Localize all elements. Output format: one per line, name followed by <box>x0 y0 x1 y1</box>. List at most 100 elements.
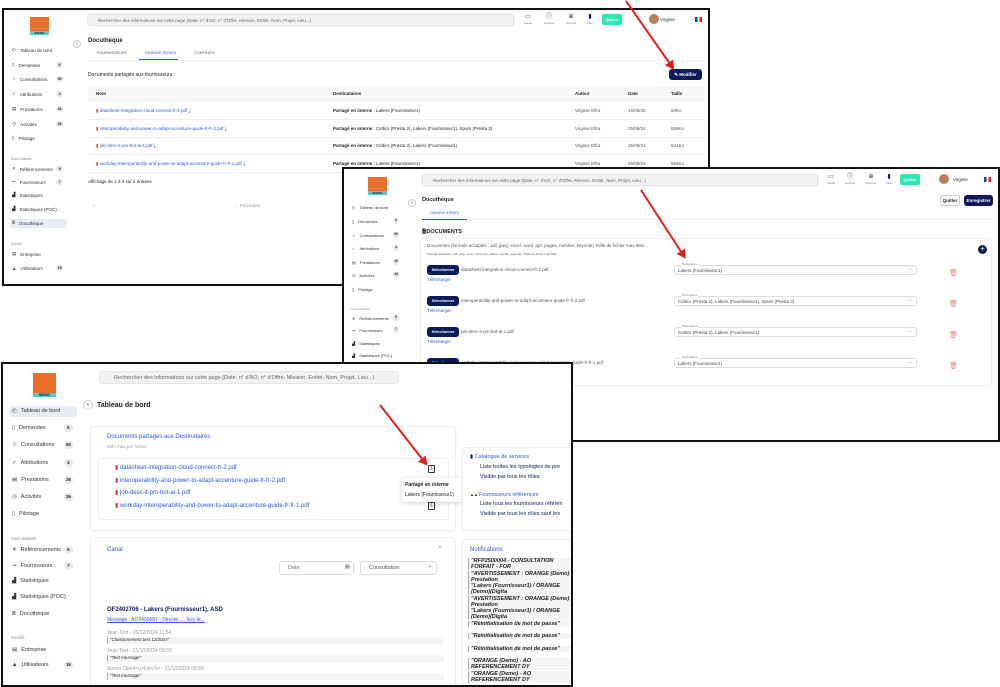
search-input[interactable]: Rechercher des informations sur cette pa… <box>99 371 399 384</box>
delete-icon[interactable]: 🗑 <box>949 301 958 308</box>
sidebar-item-pilotage[interactable]: ▯ Pilotage <box>9 509 77 520</box>
support-button[interactable]: ⊕ Support <box>865 174 877 185</box>
partners-select[interactable]: Celtics (Presta 2), Lakers (Fournisseur1… <box>674 327 917 337</box>
collapse-icon[interactable]: ‹ <box>83 400 93 410</box>
partners-select[interactable]: Lakers (Fournisseur1) ⌄ <box>674 358 917 368</box>
notification-item[interactable]: "ORANGE (Demo) - AO REFERENCEMENT DY <box>468 670 571 683</box>
file-link[interactable]: ▮ workday-interoperability-and-power-to-… <box>115 502 309 509</box>
notification-item[interactable]: "RFP2500004 - CONSULTATION FORFAIT - FOR <box>468 558 571 570</box>
add-document-button[interactable]: + <box>978 245 987 254</box>
bot-button[interactable]: ▮ Piter <box>584 14 596 25</box>
thread-message-link[interactable]: Message : AO2400687 - Directe .... Issy … <box>107 617 205 623</box>
sidebar-item-demandes[interactable]: ▯ Demandes <box>349 217 404 225</box>
column-header[interactable]: Taille <box>671 91 683 96</box>
collapse-icon[interactable]: ‹ <box>408 199 416 207</box>
logo[interactable]: IDEMO <box>33 373 56 397</box>
support-button[interactable]: ⊕ Support <box>565 14 577 25</box>
sidebar-item-attributions[interactable]: ✓ Attributions <box>9 90 67 99</box>
download-icon[interactable]: ⇩ <box>428 465 435 473</box>
sidebar-item-consultations[interactable]: ☆ Consultations <box>9 75 67 84</box>
file-link[interactable]: ▮ interoperability-and-power-to-adapt-ac… <box>96 126 227 132</box>
sidebar-item-statistiques-poc-[interactable]: ▟ Statistiques (POC) <box>9 592 77 603</box>
sidebar-item-activités[interactable]: ◷ Activités <box>349 271 404 279</box>
download-icon[interactable]: ⤓ <box>152 143 156 148</box>
tab-fournisseurs[interactable]: FOURNISSEURS <box>97 51 128 55</box>
notification-item[interactable]: "Réinitialisation de mot de passe" <box>468 633 571 639</box>
save-button[interactable]: Enregistrer <box>964 195 993 206</box>
collapse-canal-icon[interactable]: ⌃ <box>437 546 443 553</box>
info-button[interactable]: ⓘ Lexique <box>844 174 856 185</box>
sidebar-item-tableau-de-bord[interactable]: ◴ Tableau de bord <box>9 46 67 55</box>
sidebar-item-prestations[interactable]: ▤ Prestations <box>9 105 67 114</box>
partners-select[interactable]: Celtics (Presta 2), Lakers (Fournisseur1… <box>674 296 917 306</box>
quit-button[interactable]: Quitter <box>602 14 622 25</box>
suppliers-link[interactable]: ▲▲ Fournisseurs référencés <box>470 492 539 498</box>
notification-item[interactable]: "ORANGE (Demo) - AO REFERENCEMENT DY <box>468 658 571 670</box>
sidebar-item-pilotage[interactable]: ▯ Pilotage <box>9 134 67 143</box>
avatar[interactable] <box>939 174 949 184</box>
sidebar-item-statistiques[interactable]: ▟ Statistiques <box>9 576 77 587</box>
sidebar-item-utilisateurs[interactable]: ▲Utilisateurs <box>9 264 67 273</box>
sidebar-item-consultations[interactable]: ☆ Consultations <box>9 440 77 451</box>
quit-button[interactable]: Quitter <box>940 195 960 206</box>
partners-select[interactable]: Lakers (Fournisseur1) ⌄ <box>674 265 917 275</box>
sidebar-item-demandes[interactable]: ▯ Demandes <box>9 61 67 70</box>
download-icon[interactable]: ⇩ <box>428 502 435 510</box>
sidebar-item-tableau-de-bord[interactable]: ◴ Tableau de bord <box>349 203 404 211</box>
notification-item[interactable]: "AVERTISSEMENT : ORANGE (Demo) - Prestat… <box>468 595 571 608</box>
sidebar-item-pilotage[interactable]: ▯ Pilotage <box>349 285 404 293</box>
sidebar-item-activités[interactable]: ◷ Activités <box>9 120 67 129</box>
sidebar-item-fournisseurs[interactable]: ⇀ Fournisseurs <box>349 326 404 334</box>
sidebar-item-attributions[interactable]: ✓ Attributions <box>349 244 404 252</box>
column-header[interactable]: Destinataires <box>333 91 362 96</box>
bot-button[interactable]: ▮ Piter <box>883 174 895 185</box>
collapse-icon[interactable]: ‹ <box>73 40 81 48</box>
quit-button[interactable]: Quitter <box>900 174 920 185</box>
consultation-select[interactable]: Consultation ⌄ <box>360 561 437 575</box>
file-link[interactable]: ▮ datasheet-integration-cloud-connect-fr… <box>96 108 191 114</box>
download-link[interactable]: Télécharger <box>427 277 452 282</box>
sidebar-item-fournisseurs[interactable]: ⇀ Fournisseurs <box>9 561 77 572</box>
download-icon[interactable]: ⤓ <box>241 161 246 166</box>
sidebar-item-statistiques[interactable]: ▟ Statistiques <box>349 339 404 347</box>
logo[interactable]: IDEMO <box>30 17 49 35</box>
select-file-button[interactable]: Sélectionner <box>427 296 459 306</box>
notification-item[interactable]: "Lakers (Fournisseur1) / ORANGE (Demo)(D… <box>468 608 571 620</box>
sidebar-item-prestations[interactable]: ▤ Prestations <box>9 475 77 486</box>
tab-orange-demo[interactable]: ORANGE (DEMO) <box>145 51 177 55</box>
avatar[interactable] <box>649 14 659 24</box>
delete-icon[interactable]: 🗑 <box>949 363 958 370</box>
tab-contrats[interactable]: CONTRATS <box>194 51 215 55</box>
sidebar-item-activités[interactable]: ◷ Activités <box>9 492 77 503</box>
select-file-button[interactable]: Sélectionner <box>427 265 459 275</box>
file-link[interactable]: ▮ datasheet-integration-cloud-connect-fr… <box>115 464 237 471</box>
select-file-button[interactable]: Sélectionner <box>427 327 459 337</box>
sidebar-item-statistiques[interactable]: ▟ Statistiques <box>9 191 67 200</box>
delete-icon[interactable]: 🗑 <box>949 332 958 339</box>
file-link[interactable]: ▮ job-desc-it-pm-bot-ai-1.pdf ⤓ <box>96 143 156 149</box>
sidebar-item-référencements[interactable]: ✕ Référencements <box>9 545 77 556</box>
user-menu[interactable]: Virginie <box>660 17 675 22</box>
sidebar-item-référencements[interactable]: ✕ Référencements <box>9 165 67 174</box>
chat-button[interactable]: ▭ Canal <box>825 174 837 185</box>
first-page-button[interactable]: ‹ <box>93 203 95 209</box>
sidebar-item-tableau-de-bord[interactable]: ◴ Tableau de bord <box>9 405 77 417</box>
download-icon[interactable]: ⤓ <box>187 108 191 113</box>
logo[interactable]: IDEMO <box>368 177 387 195</box>
notification-item[interactable]: "Réinitialisation de mot de passe" <box>468 620 571 627</box>
notification-item[interactable]: "Réinitialisation de mot de passe" <box>468 645 571 652</box>
download-link[interactable]: Télécharger <box>427 339 452 344</box>
file-link[interactable]: ▮ workday-interoperability-and-power-to-… <box>96 161 245 167</box>
column-header[interactable]: Nom <box>96 91 106 96</box>
sidebar-item-attributions[interactable]: ✓ Attributions <box>9 458 77 469</box>
download-icon[interactable]: ⤓ <box>223 126 227 131</box>
language-flag-icon[interactable] <box>984 177 991 182</box>
sidebar-item-demandes[interactable]: ▯ Demandes <box>9 423 77 434</box>
column-header[interactable]: Date <box>628 91 638 96</box>
info-button[interactable]: ⓘ Lexique <box>543 14 555 25</box>
date-filter-input[interactable]: Date ▦ <box>279 561 354 575</box>
modifier-button[interactable]: ✎ Modifier <box>669 69 702 80</box>
file-link[interactable]: ▮ interoperability-and-power-to-adapt-ac… <box>115 477 285 484</box>
